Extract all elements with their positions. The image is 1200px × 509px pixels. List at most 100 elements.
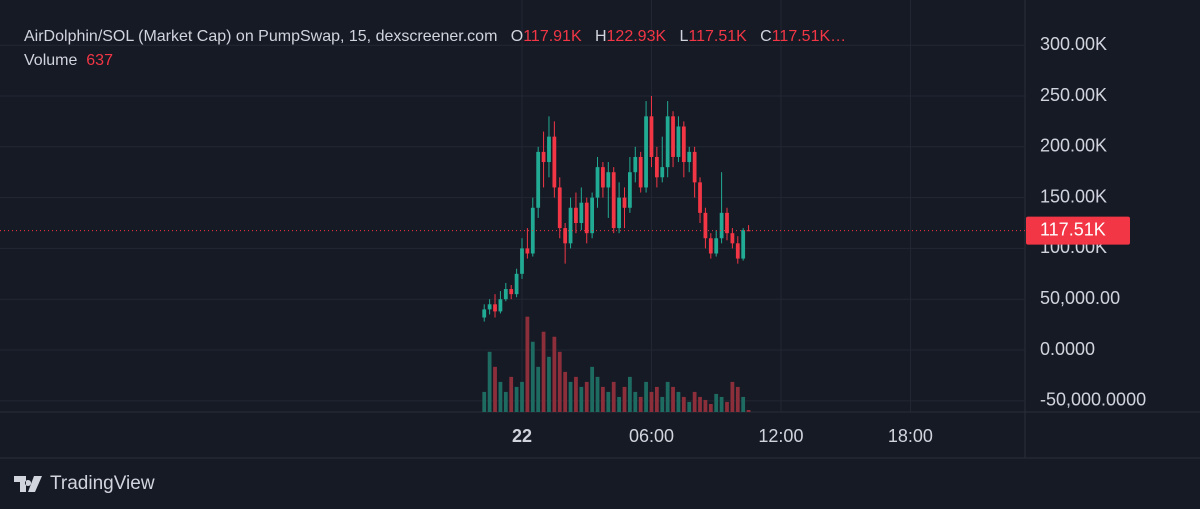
y-tick-label: 0.0000 (1040, 339, 1095, 359)
volume-bar (644, 381, 648, 412)
volume-bar (681, 396, 686, 412)
volume-key: Volume (24, 52, 78, 69)
candle-body (649, 116, 654, 157)
candle-body (730, 233, 735, 244)
volume-bar (520, 381, 524, 412)
candle-body (687, 151, 692, 163)
volume-bar (735, 386, 740, 412)
volume-bar (638, 396, 643, 412)
ohlc-value: 117.51K… (771, 28, 847, 45)
volume-bar (698, 396, 702, 412)
y-tick-label: 150.00K (1040, 186, 1107, 206)
volume-bar (692, 391, 697, 412)
volume-bar (541, 331, 546, 412)
volume-bar (498, 381, 503, 412)
legend-line: AirDolphin/SOL (Market Cap) on PumpSwap,… (24, 28, 846, 46)
volume-bar (628, 376, 632, 412)
candle-body (498, 299, 503, 312)
last-price-box (1026, 216, 1130, 245)
candle-body (681, 126, 686, 163)
candle-body (482, 309, 487, 318)
candle-body (563, 228, 568, 244)
candle-body (638, 156, 643, 188)
volume-bar (584, 381, 589, 412)
candle-body (520, 248, 524, 274)
volume-bar (687, 401, 692, 412)
volume-bar (601, 386, 605, 412)
volume-bar (660, 396, 665, 412)
last-price-label: 117.51K (1040, 219, 1106, 239)
volume-bar (579, 386, 584, 412)
volume-bar (746, 410, 751, 412)
candle-body (525, 248, 530, 254)
candle-body (509, 289, 514, 295)
candle-body (708, 238, 713, 254)
ohlc-value: 117.91K (523, 28, 582, 45)
candle-body (698, 182, 702, 213)
candle-body (557, 187, 562, 229)
volume-bar (671, 386, 675, 412)
brand-name: TradingView (50, 473, 155, 494)
ohlc-key: C (760, 28, 772, 45)
candle-body (574, 207, 578, 224)
volume-bar (730, 381, 735, 412)
candle-body (503, 289, 508, 300)
ohlc-key: O (510, 28, 524, 45)
ohlc-value: 122.93K (606, 28, 667, 45)
y-tick-label: 250.00K (1040, 85, 1107, 105)
candle-body (735, 243, 740, 259)
candle-body (552, 136, 557, 188)
candle-body (568, 207, 573, 244)
candle-body (601, 167, 605, 188)
volume-bar (719, 396, 724, 412)
candle-body (536, 151, 541, 208)
volume-bar (649, 391, 654, 412)
candle-body (671, 116, 675, 157)
volume-bar (595, 376, 600, 412)
volume-bar (487, 351, 492, 412)
volume-bar (563, 371, 568, 412)
volume-bar (703, 399, 708, 412)
volume-line: Volume 637 (24, 52, 113, 70)
volume-bar (547, 356, 551, 412)
candle-body (606, 172, 611, 188)
symbol-title: AirDolphin/SOL (Market Cap) on PumpSwap,… (24, 28, 498, 45)
volume-bar (654, 386, 659, 412)
volume-value: 637 (86, 52, 113, 69)
candle-body (514, 273, 519, 295)
volume-bar (482, 391, 487, 412)
candle-body (541, 151, 546, 163)
ohlc-value: 117.51K (688, 28, 747, 45)
candle-body (644, 116, 648, 188)
volume-bar (606, 391, 611, 412)
candle-body (493, 304, 497, 312)
volume-bar (676, 391, 681, 412)
volume-bar (590, 366, 595, 412)
candle-body (590, 197, 595, 234)
candle-body (665, 116, 670, 168)
candle-body (584, 202, 589, 234)
candle-body (660, 167, 665, 178)
volume-bar (665, 381, 670, 412)
ohlc-key: L (679, 28, 689, 45)
brand[interactable]: TradingView (14, 473, 155, 495)
volume-bar (509, 376, 514, 412)
candle-body (628, 172, 632, 208)
candle-body (654, 156, 659, 178)
candle-body (633, 156, 638, 173)
candle-body (714, 238, 719, 254)
ohlc-key: H (594, 28, 607, 45)
candle-body (692, 151, 697, 183)
volume-bar (708, 403, 713, 412)
volume-bar (525, 316, 530, 412)
candle-body (725, 212, 729, 234)
x-tick-label: 06:00 (629, 426, 674, 446)
y-tick-label: 50,000.00 (1040, 288, 1120, 308)
x-tick-label: 18:00 (888, 426, 933, 446)
volume-bar (514, 386, 519, 412)
candle-body (703, 212, 708, 239)
candle-body (547, 136, 551, 163)
volume-bar (493, 366, 497, 412)
volume-bar (622, 386, 627, 412)
